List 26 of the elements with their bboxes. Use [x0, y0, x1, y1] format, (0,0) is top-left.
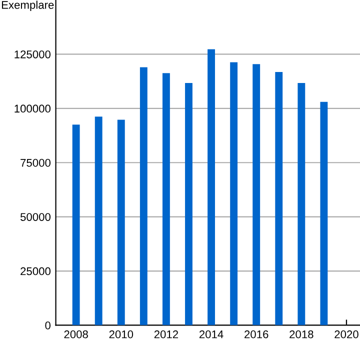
y-axis-title: Exemplare	[2, 0, 54, 12]
x-tick-label: 2012	[154, 330, 178, 338]
bar	[320, 102, 328, 326]
bar	[117, 120, 125, 326]
x-tick-label: 2014	[199, 330, 224, 338]
bar	[298, 83, 306, 326]
bar	[275, 72, 283, 326]
bar	[208, 49, 215, 326]
y-tick-label: 0	[45, 322, 51, 330]
bar	[230, 62, 238, 326]
bar	[252, 64, 260, 326]
x-tick-label: 2010	[109, 330, 134, 338]
bar	[162, 73, 170, 326]
x-tick-label: 2020	[334, 330, 358, 338]
y-tick-label: 50000	[20, 213, 51, 221]
y-tick-label: 25000	[20, 267, 51, 276]
x-tick-label: 2008	[64, 330, 88, 338]
y-tick-label: 125000	[14, 50, 51, 58]
bar	[185, 83, 192, 326]
y-tick-label: 75000	[20, 158, 51, 167]
x-tick-label: 2016	[244, 330, 268, 338]
bar	[72, 124, 80, 326]
bar	[94, 116, 102, 326]
y-tick-label: 100000	[14, 104, 51, 113]
bar	[140, 67, 148, 326]
x-tick-label: 2018	[290, 330, 314, 338]
